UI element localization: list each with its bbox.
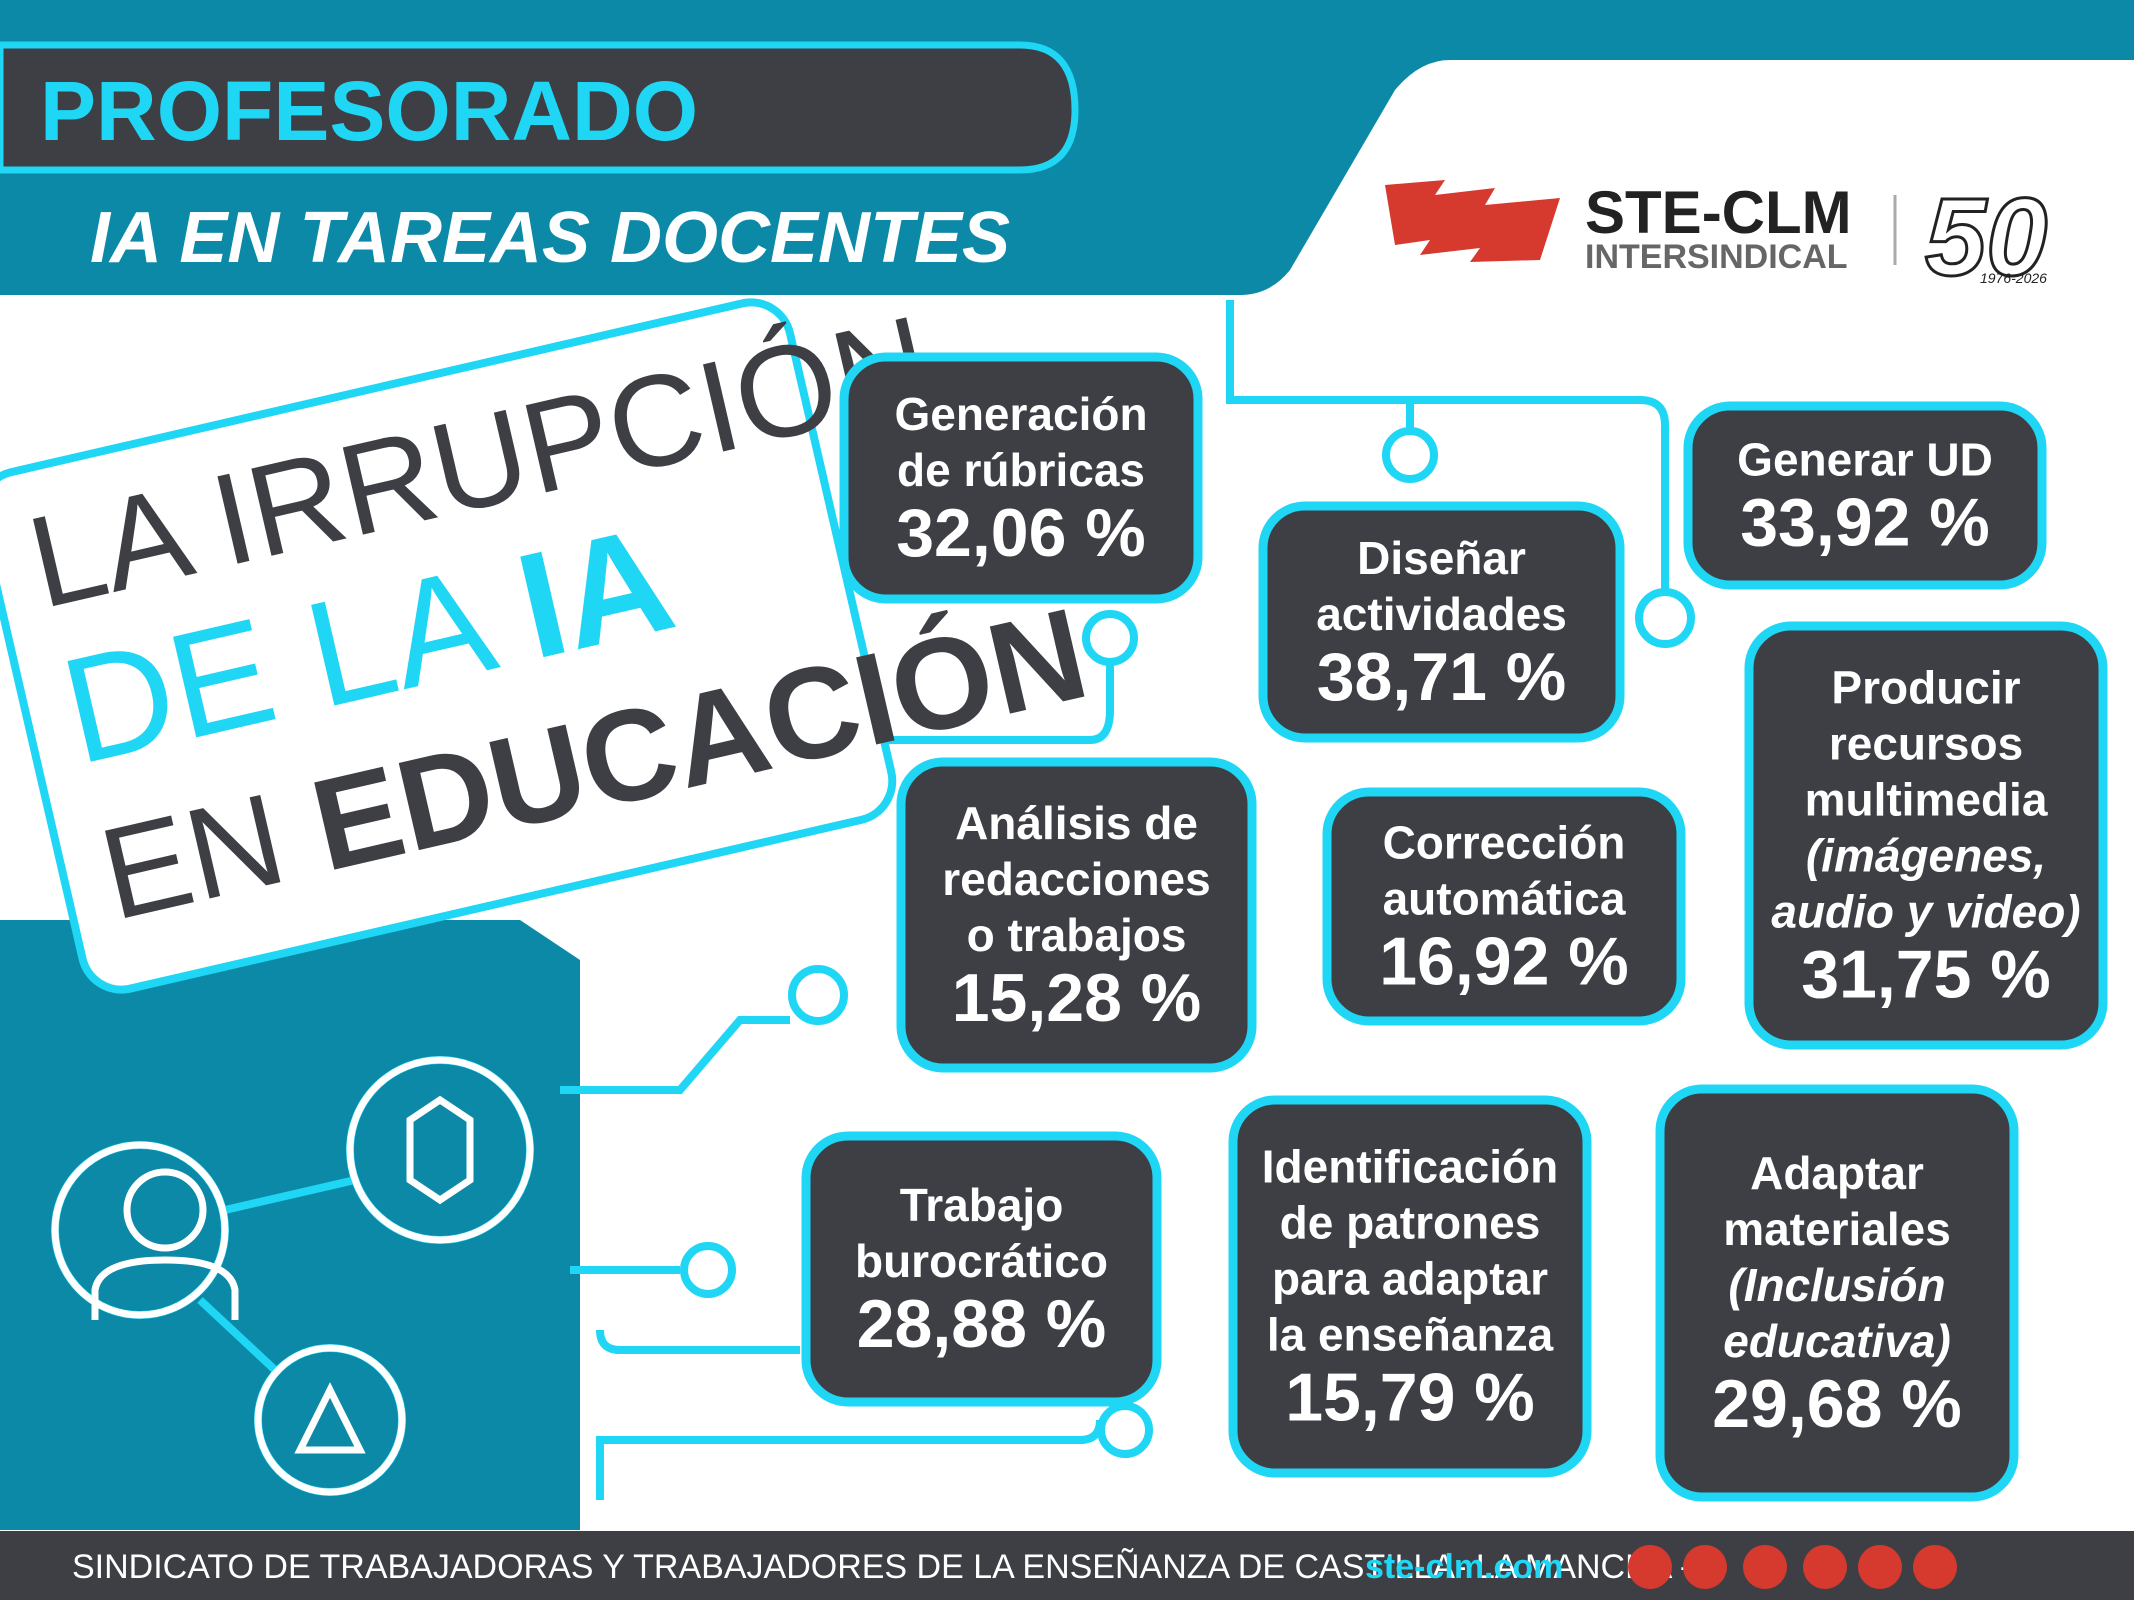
item-label: Trabajo xyxy=(900,1179,1064,1231)
item-note: (imágenes, xyxy=(1806,829,2046,881)
item-value: 15,28 % xyxy=(952,960,1202,1036)
item-label: actividades xyxy=(1316,588,1567,640)
item-label: Identificación xyxy=(1262,1140,1558,1192)
item-value: 38,71 % xyxy=(1317,639,1567,715)
item-value: 15,79 % xyxy=(1285,1360,1535,1436)
item-box xyxy=(1655,1084,2019,1502)
item-label: materiales xyxy=(1723,1203,1951,1255)
item-note: audio y video) xyxy=(1771,885,2080,937)
item-label: automática xyxy=(1383,872,1626,924)
item-value: 32,06 % xyxy=(896,495,1146,571)
icon[interactable] xyxy=(1913,1545,1957,1589)
footer-link[interactable]: ste-clm.com xyxy=(1365,1548,1563,1586)
item-value: 33,92 % xyxy=(1740,485,1990,561)
social-icons xyxy=(1628,1545,1957,1589)
logo-years: 1976-2026 xyxy=(1980,270,2047,286)
item-label: Corrección xyxy=(1383,816,1626,868)
icon[interactable] xyxy=(1743,1545,1787,1589)
headline-word: IA xyxy=(503,493,687,690)
item-note: educativa) xyxy=(1723,1315,1951,1367)
logo-name: STE-CLM xyxy=(1585,179,1852,246)
item-box xyxy=(1744,621,2108,1050)
item-box xyxy=(801,1131,1162,1407)
item-value: 29,68 % xyxy=(1712,1366,1962,1442)
item-label: Generar UD xyxy=(1737,433,1993,485)
icon[interactable] xyxy=(1803,1545,1847,1589)
item-label: la enseñanza xyxy=(1267,1308,1554,1360)
icon[interactable] xyxy=(1858,1545,1902,1589)
item-note: (Inclusión xyxy=(1728,1259,1945,1311)
icon[interactable] xyxy=(1628,1545,1672,1589)
icon[interactable] xyxy=(1683,1545,1727,1589)
item-value: 28,88 % xyxy=(857,1286,1107,1362)
item-box xyxy=(1322,787,1686,1026)
headline: LA IRRUPCIÓN DE LA IA EN EDUCACIÓN xyxy=(0,287,1099,994)
item-label: redacciones xyxy=(942,853,1210,905)
item-box xyxy=(839,352,1203,604)
title-bar xyxy=(0,41,1079,174)
item-label: recursos xyxy=(1829,717,2023,769)
item-label: de rúbricas xyxy=(897,444,1145,496)
item-label: multimedia xyxy=(1805,773,2048,825)
item-label: o trabajos xyxy=(967,909,1187,961)
item-box xyxy=(1683,401,2047,590)
item-label: Generación xyxy=(894,388,1147,440)
item-value: 16,92 % xyxy=(1379,924,1629,1000)
item-value: 31,75 % xyxy=(1801,937,2051,1013)
item-label: para adaptar xyxy=(1272,1252,1548,1304)
item-label: Análisis de xyxy=(955,797,1198,849)
logo-flag xyxy=(1385,180,1560,262)
lower-panel xyxy=(0,920,580,1530)
item-box xyxy=(896,757,1257,1073)
header-subtitle: IA EN TAREAS DOCENTES xyxy=(90,198,1010,278)
logo-anniversary: 50 xyxy=(1925,176,2047,299)
person-icon xyxy=(51,1056,534,1496)
footer-text: SINDICATO DE TRABAJADORAS Y TRABAJADORES… xyxy=(72,1548,1691,1586)
item-box xyxy=(1258,501,1625,743)
item-label: Diseñar xyxy=(1357,532,1526,584)
item-label: de patrones xyxy=(1280,1196,1541,1248)
item-label: Producir xyxy=(1831,661,2020,713)
logo-tagline: INTERSINDICAL xyxy=(1585,238,1848,276)
item-label: burocrático xyxy=(855,1235,1108,1287)
item-label: Adaptar xyxy=(1750,1147,1924,1199)
item-box xyxy=(1228,1095,1592,1478)
header-title: PROFESORADO xyxy=(40,64,698,158)
